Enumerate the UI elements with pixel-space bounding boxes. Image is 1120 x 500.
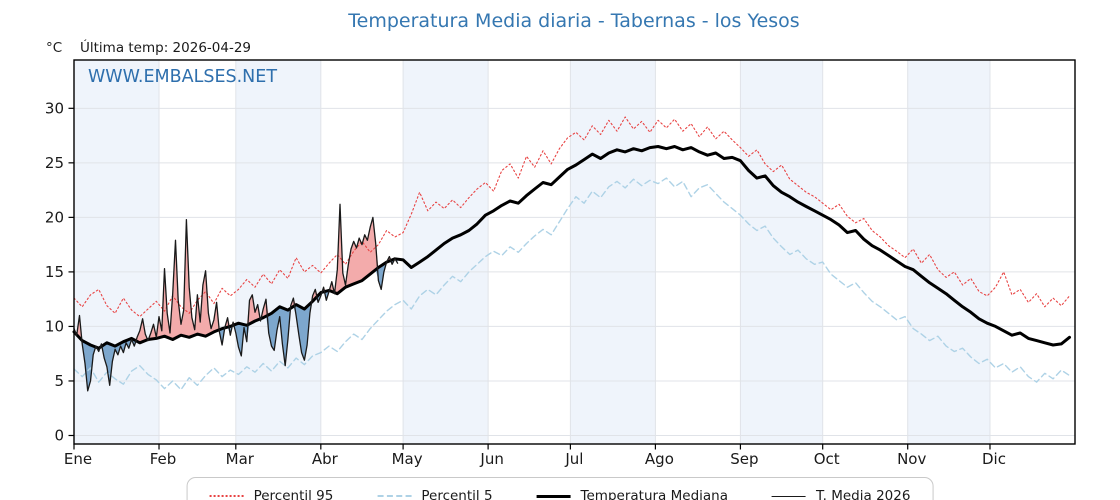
y-tick-label: 20 — [45, 208, 64, 226]
y-tick-label: 0 — [54, 426, 64, 444]
series-line-percentil-5 — [73, 177, 1071, 391]
chart-legend: Percentil 95 Percentil 5 Temperatura Media… — [186, 477, 934, 500]
legend-item-percentil-95: Percentil 95 — [209, 488, 334, 500]
legend-item-percentil-5: Percentil 5 — [377, 488, 493, 500]
series-line-t-media-2026 — [73, 203, 399, 392]
y-tick-label: 25 — [45, 154, 64, 172]
y-tick-label: 10 — [45, 317, 64, 335]
month-band — [907, 60, 990, 444]
x-tick-label: Oct — [814, 450, 840, 468]
x-tick-label: Ago — [645, 450, 674, 468]
y-tick-label: 30 — [45, 99, 64, 117]
watermark-link[interactable]: WWW.EMBALSES.NET — [88, 67, 277, 87]
x-tick-label: Abr — [312, 450, 339, 468]
month-band — [570, 60, 656, 444]
legend-swatch — [377, 495, 412, 497]
month-band — [235, 60, 321, 444]
x-tick-label: Mar — [226, 450, 255, 468]
series-line-percentil-95 — [73, 116, 1071, 318]
series-line-temperatura-mediana — [72, 145, 1071, 350]
month-band — [740, 60, 823, 444]
legend-item-temperatura-mediana: Temperatura Mediana — [536, 488, 728, 500]
legend-swatch — [772, 495, 806, 497]
x-tick-label: Jun — [479, 450, 503, 468]
legend-label: Percentil 5 — [421, 488, 493, 500]
y-tick-label: 15 — [45, 263, 64, 281]
x-tick-label: Feb — [150, 450, 177, 468]
legend-label: Temperatura Mediana — [580, 488, 728, 500]
legend-swatch — [536, 494, 571, 498]
x-tick-label: Nov — [897, 450, 926, 468]
x-tick-label: Ene — [64, 450, 92, 468]
plot-border — [73, 59, 1076, 445]
x-tick-label: Sep — [730, 450, 758, 468]
y-tick-label: 5 — [54, 372, 64, 390]
legend-label: Percentil 95 — [253, 488, 334, 500]
y-axis-unit-label: °C — [46, 40, 62, 56]
last-temp-annotation: Última temp: 2026-04-29 — [80, 38, 251, 56]
month-band — [403, 60, 489, 444]
chart-title: Temperatura Media diaria - Tabernas - lo… — [347, 10, 799, 32]
legend-item-t-media-2026: T. Media 2026 — [772, 488, 910, 500]
x-tick-label: Dic — [982, 450, 1006, 468]
x-tick-label: Jul — [564, 450, 583, 468]
x-tick-label: May — [392, 450, 423, 468]
legend-label: T. Media 2026 — [816, 488, 911, 500]
legend-swatch — [209, 495, 244, 497]
